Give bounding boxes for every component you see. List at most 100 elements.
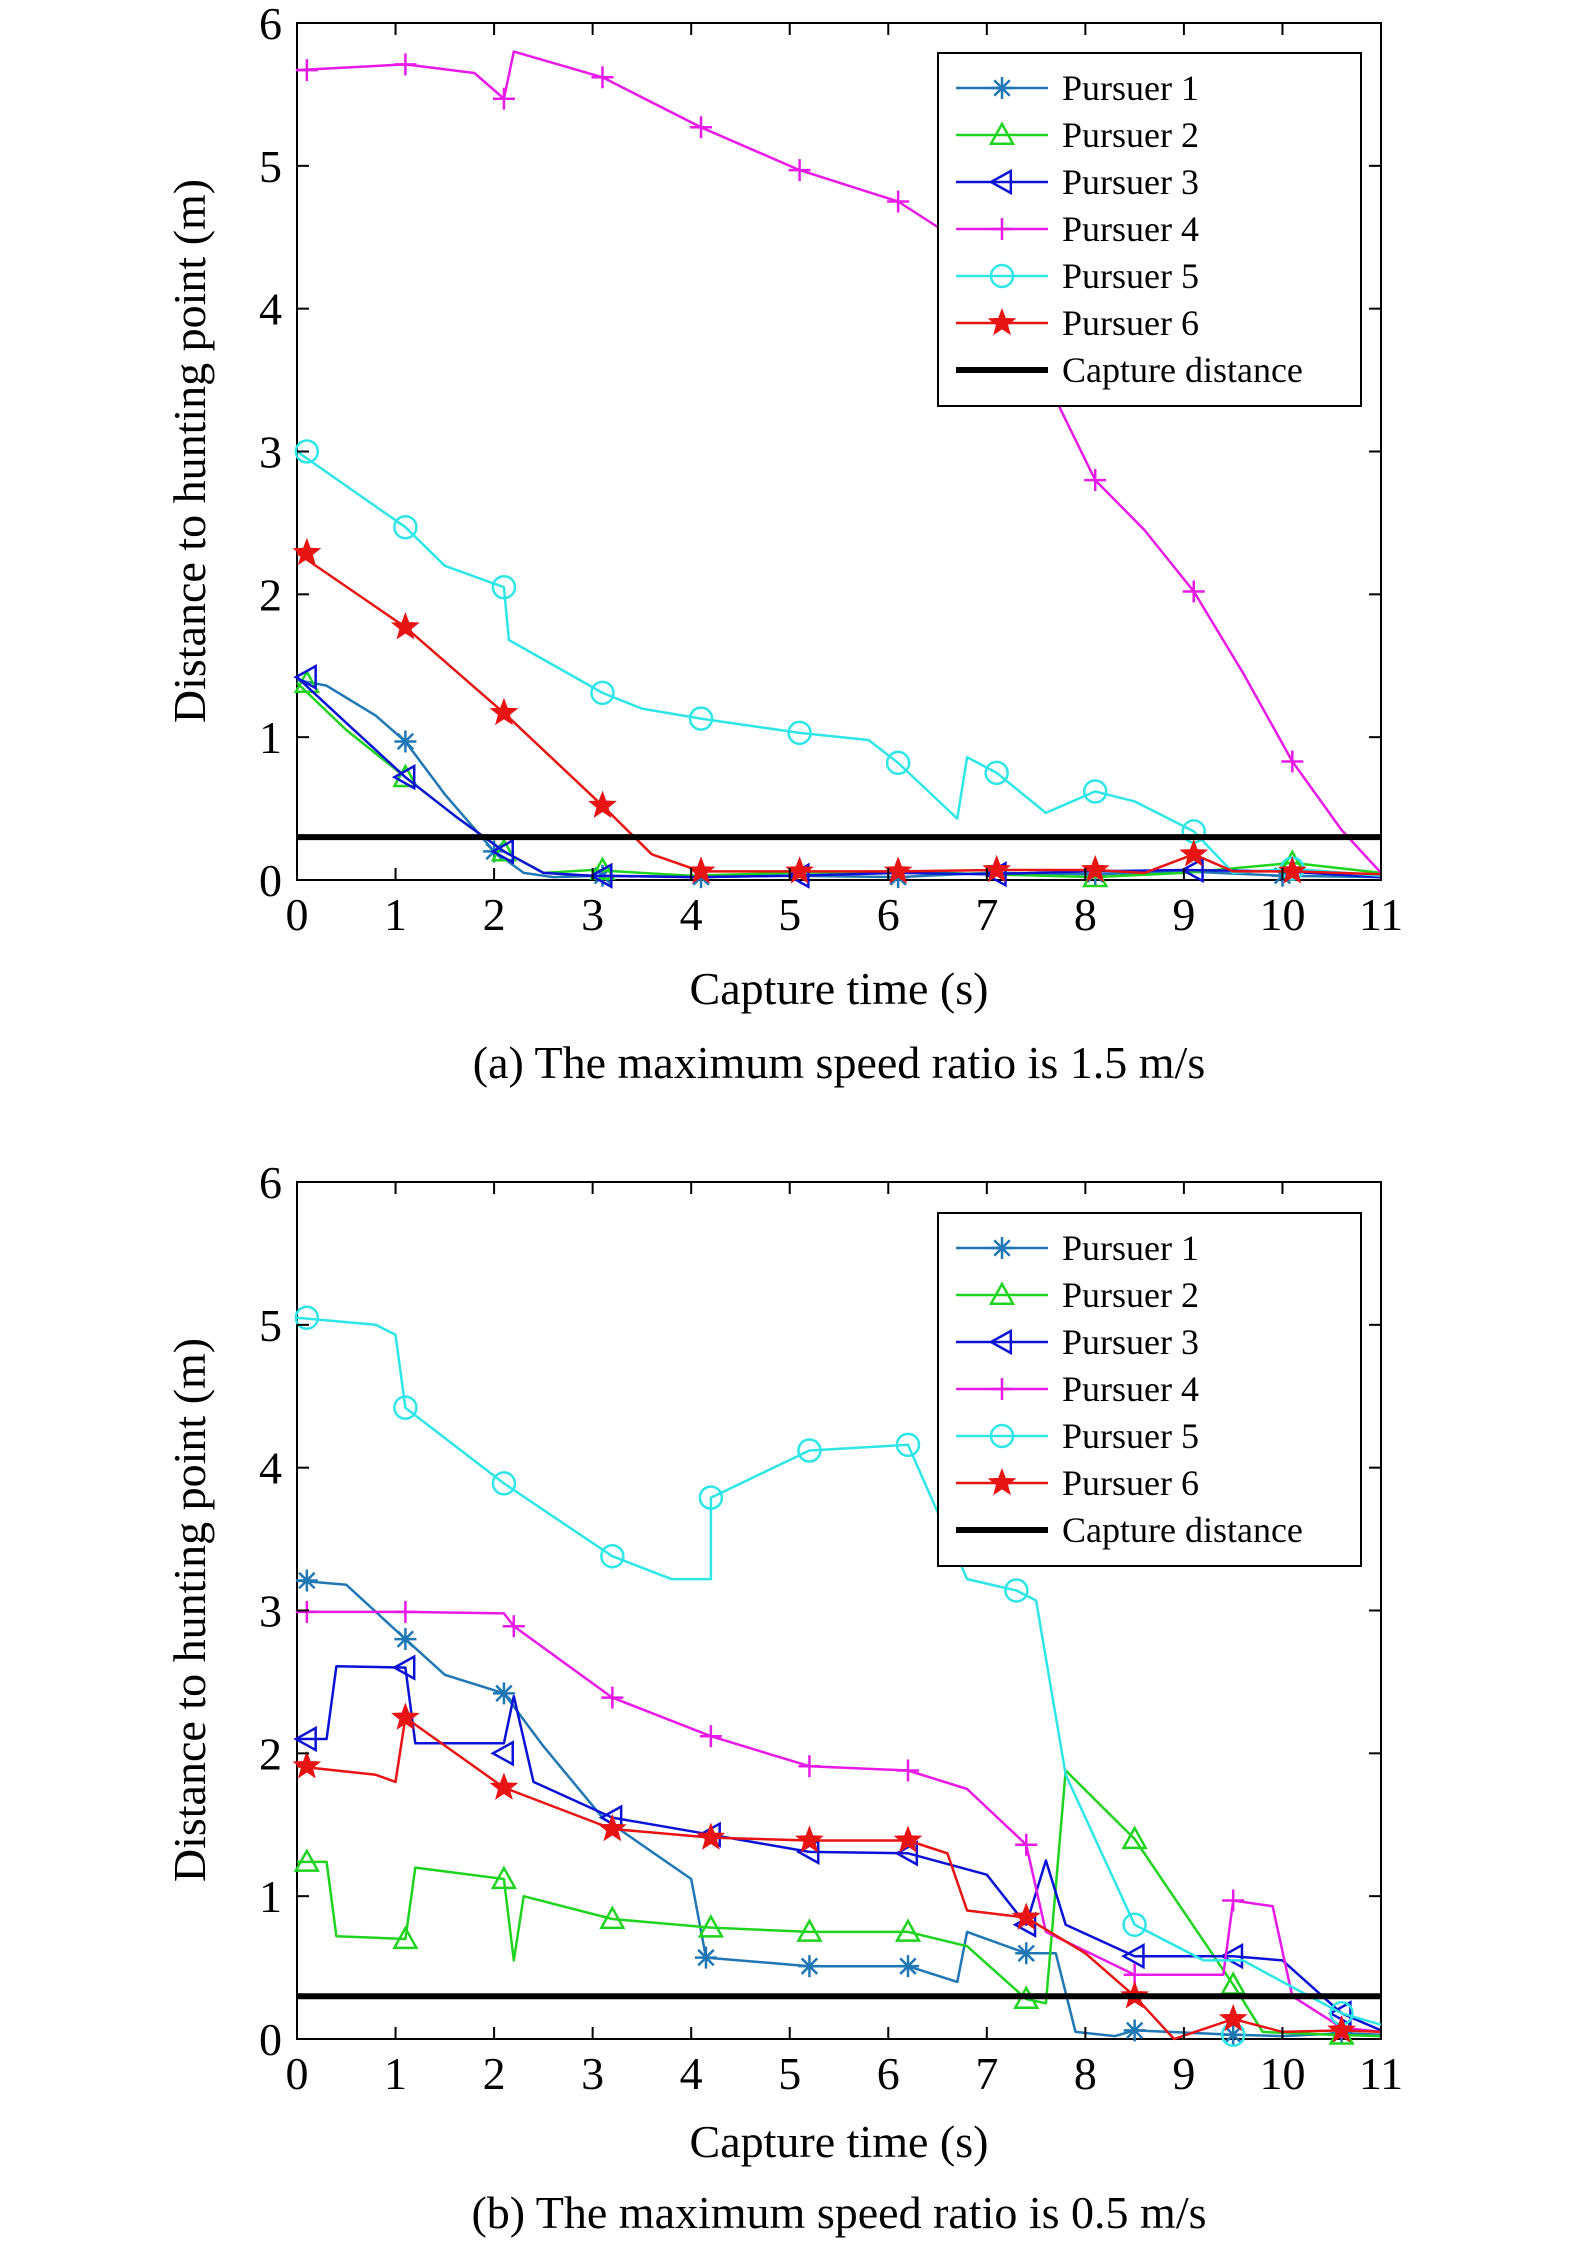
- axis-ticks: 0 1 2 3 4 5 6 7 8 9 10 11 0 1 2 3 4 5 6: [259, 1157, 1403, 2099]
- data-point-pursuer-1: [694, 1946, 717, 1969]
- data-point-pursuer-4: [1182, 580, 1205, 603]
- legend-label-pursuer-3: Pursuer 3: [1062, 162, 1199, 202]
- legend-marker-pursuer-6: [987, 307, 1017, 336]
- y-tick-label: 5: [259, 141, 282, 192]
- data-point-pursuer-2: [1121, 1825, 1148, 1850]
- data-point-pursuer-5: [393, 514, 418, 540]
- data-point-pursuer-6: [1218, 2003, 1248, 2032]
- legend-label-pursuer-4: Pursuer 4: [1062, 1369, 1199, 1409]
- data-point-pursuer-2: [796, 1918, 823, 1942]
- data-point-pursuer-6: [489, 697, 519, 726]
- y-tick-label: 0: [259, 855, 282, 906]
- data-point-pursuer-6: [696, 1822, 726, 1850]
- data-point-pursuer-2: [392, 1925, 419, 1950]
- legend-label-pursuer-2: Pursuer 2: [1062, 115, 1199, 155]
- data-point-pursuer-5: [885, 750, 911, 776]
- data-point-pursuer-5: [797, 1438, 822, 1463]
- legend-marker-pursuer-2: [988, 121, 1016, 146]
- data-point-pursuer-3: [588, 862, 613, 889]
- legend-marker-pursuer-6: [987, 1467, 1017, 1496]
- data-point-pursuer-3: [391, 1654, 416, 1681]
- x-tick-label: 8: [1074, 2048, 1097, 2099]
- data-point-pursuer-3: [1121, 1943, 1145, 1970]
- chart-b: 0 1 2 3 4 5 6 7 8 9 10 11 0 1 2 3 4 5 6 Capture time (s) D…: [164, 1157, 1403, 2238]
- data-point-pursuer-5: [590, 680, 615, 706]
- series-pursuer-3: [293, 664, 1382, 889]
- data-point-pursuer-4: [591, 66, 614, 89]
- y-tick-label: 6: [259, 0, 282, 49]
- data-point-pursuer-4: [798, 1755, 821, 1778]
- data-point-pursuer-4: [887, 190, 910, 213]
- data-point-pursuer-6: [982, 854, 1012, 883]
- data-point-pursuer-4: [699, 1725, 722, 1748]
- data-point-pursuer-5: [294, 439, 320, 464]
- chart-caption: (a) The maximum speed ratio is 1.5 m/s: [473, 1037, 1205, 1088]
- y-tick-label: 1: [259, 1871, 282, 1922]
- series-line-pursuer-5: [296, 1316, 1382, 2026]
- data-point-pursuer-4: [295, 59, 318, 82]
- data-point-pursuer-2: [392, 763, 419, 788]
- y-axis-label: Distance to hunting point (m): [164, 1338, 215, 1882]
- data-point-pursuer-6: [795, 1825, 824, 1853]
- data-point-pursuer-3: [293, 664, 317, 691]
- data-point-pursuer-2: [599, 1905, 626, 1930]
- x-tick-label: 3: [581, 889, 604, 940]
- data-point-pursuer-6: [686, 856, 716, 884]
- legend-label-pursuer-3: Pursuer 3: [1062, 1322, 1199, 1362]
- legend-marker-pursuer-4: [991, 1378, 1013, 1400]
- y-tick-label: 1: [259, 712, 282, 763]
- legend-marker-pursuer-1: [991, 77, 1013, 99]
- data-point-pursuer-4: [1281, 750, 1304, 773]
- x-tick-label: 1: [384, 889, 407, 940]
- data-point-pursuer-2: [697, 1914, 725, 1938]
- x-tick-label: 5: [778, 2048, 801, 2099]
- data-point-pursuer-6: [588, 790, 617, 818]
- data-point-pursuer-1: [896, 1955, 919, 1978]
- legend-marker-pursuer-5: [989, 1423, 1015, 1449]
- data-point-pursuer-6: [489, 1772, 519, 1800]
- data-point-pursuer-3: [490, 1740, 514, 1767]
- series-pursuer-6: [292, 1702, 1382, 2043]
- data-point-pursuer-6: [1327, 2015, 1356, 2043]
- series-pursuer-4: [295, 50, 1382, 874]
- data-point-pursuer-6: [597, 1813, 627, 1842]
- data-point-pursuer-1: [1222, 2023, 1245, 2046]
- x-tick-label: 6: [877, 2048, 900, 2099]
- x-tick-label: 7: [975, 889, 998, 940]
- legend-marker-pursuer-3: [988, 1328, 1013, 1356]
- data-point-pursuer-4: [394, 1600, 417, 1623]
- data-point-pursuer-4: [295, 1600, 318, 1623]
- x-tick-label: 9: [1172, 2048, 1195, 2099]
- data-point-pursuer-3: [391, 764, 416, 791]
- y-tick-label: 4: [259, 1443, 282, 1494]
- legend-label-pursuer-2: Pursuer 2: [1062, 1275, 1199, 1315]
- series-line-pursuer-6: [296, 551, 1382, 876]
- data-point-pursuer-6: [1277, 856, 1307, 884]
- data-point-pursuer-1: [1123, 2019, 1146, 2042]
- y-tick-label: 2: [259, 569, 282, 620]
- x-tick-label: 9: [1172, 889, 1195, 940]
- x-tick-label: 10: [1259, 2048, 1305, 2099]
- series-pursuer-2: [293, 669, 1382, 888]
- data-point-pursuer-6: [893, 1825, 923, 1853]
- data-point-pursuer-6: [390, 1702, 420, 1730]
- x-tick-label: 8: [1074, 889, 1097, 940]
- x-axis-label: Capture time (s): [690, 2116, 989, 2167]
- data-point-pursuer-5: [698, 1485, 724, 1510]
- data-point-pursuer-6: [883, 856, 913, 884]
- data-point-pursuer-4: [1084, 469, 1107, 492]
- x-tick-label: 2: [483, 889, 506, 940]
- data-point-pursuer-1: [394, 1628, 417, 1651]
- data-point-pursuer-4: [394, 53, 417, 76]
- data-point-pursuer-5: [294, 1305, 320, 1330]
- y-tick-label: 3: [259, 427, 282, 478]
- data-point-pursuer-5: [984, 760, 1009, 786]
- x-tick-label: 0: [286, 2048, 309, 2099]
- data-point-pursuer-2: [490, 837, 518, 862]
- legend-label-pursuer-1: Pursuer 1: [1062, 1228, 1199, 1268]
- data-point-pursuer-2: [894, 1918, 922, 1942]
- series-line-pursuer-2: [297, 1769, 1382, 2038]
- legend-label-pursuer-6: Pursuer 6: [1062, 303, 1199, 343]
- x-tick-label: 0: [286, 889, 309, 940]
- x-tick-label: 11: [1359, 889, 1403, 940]
